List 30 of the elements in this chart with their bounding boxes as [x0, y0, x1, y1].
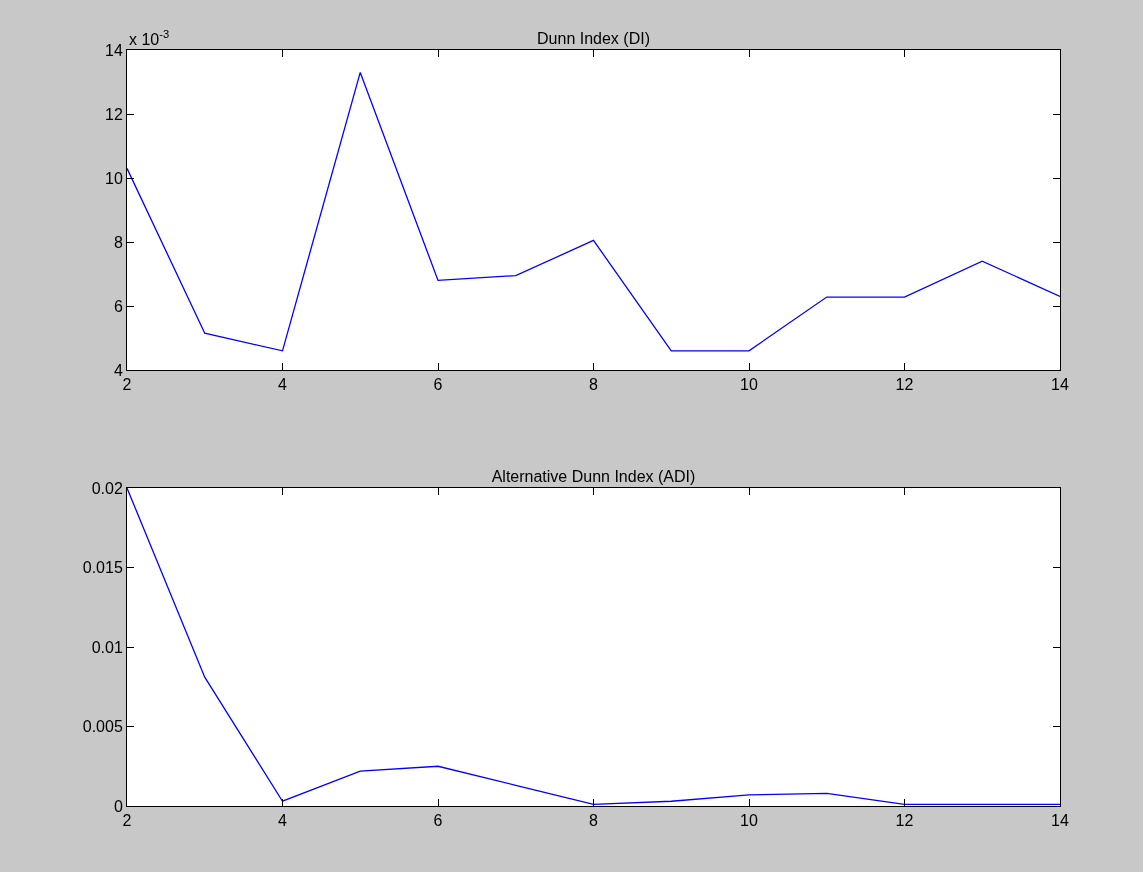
x-tick-label: 14	[1051, 812, 1069, 830]
chart-title: Alternative Dunn Index (ADI)	[491, 468, 696, 485]
y-tick-label: 4	[113, 361, 123, 379]
y-tick-label: 12	[105, 105, 123, 123]
x-tick-label: 10	[740, 812, 758, 830]
x-tick-label: 8	[589, 812, 599, 830]
line-series	[127, 71, 1060, 352]
y-tick-label: 0	[113, 797, 123, 815]
x-tick-label: 10	[740, 376, 758, 394]
x-tick-label: 2	[122, 376, 132, 394]
x-tick-label: 6	[433, 376, 443, 394]
y-tick-label: 10	[105, 169, 123, 187]
y-tick-label: 14	[105, 41, 123, 59]
x-tick-label: 6	[433, 812, 443, 830]
x-tick-label: 8	[589, 376, 599, 394]
x-tick-label: 12	[895, 376, 914, 394]
y-tick-label: 8	[113, 233, 123, 251]
y-tick-label: 0.02	[91, 479, 123, 497]
y-tick-label: 0.01	[91, 638, 123, 656]
line-series	[127, 488, 1060, 806]
x-tick-label: 14	[1051, 376, 1069, 394]
y-tick-label: 0.015	[82, 559, 123, 577]
y-tick-label: 6	[113, 297, 123, 315]
chart-title: Dunn Index (DI)	[537, 30, 650, 47]
x-tick-label: 12	[895, 812, 914, 830]
x-tick-label: 4	[278, 812, 288, 830]
x-tick-label: 4	[278, 376, 288, 394]
text: x 10$^{-3}$	[129, 28, 170, 48]
y-tick-label: 0.005	[82, 718, 123, 736]
x-tick-label: 2	[122, 812, 132, 830]
